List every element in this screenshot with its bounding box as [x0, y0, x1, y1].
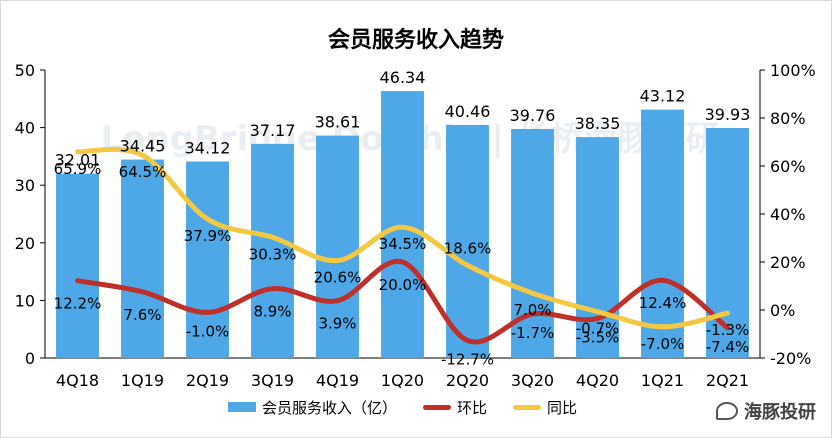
- mom-value-label: 7.6%: [123, 306, 161, 324]
- bar-value-label: 32.01: [55, 151, 101, 170]
- mom-value-label: 12.2%: [54, 295, 102, 313]
- bar-value-label: 39.93: [705, 105, 751, 124]
- bar: [121, 159, 164, 358]
- x-tick-label: 2Q20: [446, 371, 489, 390]
- yoy-line: [75, 146, 730, 330]
- bar-value-label: 46.34: [380, 68, 426, 87]
- yoy-value-label: -0.7%: [576, 320, 620, 338]
- y-tick-label-right: 80%: [770, 109, 806, 128]
- yoy-value-label: -1.3%: [706, 321, 750, 339]
- legend-swatch-mom: [423, 404, 452, 410]
- yoy-value-label: 7.0%: [513, 301, 551, 319]
- dolphin-logo-icon: [716, 402, 738, 420]
- legend-item-mom: 环比: [423, 397, 487, 418]
- mom-value-label: 3.9%: [318, 315, 356, 333]
- brand-badge: 海豚投研: [716, 398, 816, 424]
- yoy-value-label: 20.6%: [314, 269, 362, 287]
- x-tick-label: 1Q20: [381, 371, 424, 390]
- y-tick-label-left: 0: [25, 349, 35, 368]
- legend-item-revenue: 会员服务收入（亿）: [228, 397, 397, 418]
- bar: [706, 128, 749, 358]
- yoy-value-label: 18.6%: [444, 239, 492, 257]
- x-tick-label: 1Q21: [641, 371, 684, 390]
- legend-swatch-yoy: [513, 404, 542, 410]
- chart-title: 会员服务收入趋势: [327, 28, 504, 53]
- bar-value-label: 40.46: [445, 102, 491, 121]
- yoy-value-label: 65.9%: [54, 160, 102, 178]
- bar-value-label: 37.17: [250, 121, 296, 140]
- mom-value-label: -1.7%: [511, 324, 555, 342]
- bar-value-label: 38.61: [315, 113, 361, 132]
- bar: [641, 109, 684, 358]
- y-tick-label-left: 30: [15, 176, 35, 195]
- x-tick-label: 3Q20: [511, 371, 554, 390]
- legend-label-mom: 环比: [457, 398, 488, 417]
- x-tick-label: 1Q19: [121, 371, 164, 390]
- x-tick-label: 2Q19: [186, 371, 229, 390]
- bar-value-label: 34.12: [185, 138, 231, 157]
- yoy-value-label: -7.0%: [641, 335, 685, 353]
- x-tick-label: 4Q20: [576, 371, 619, 390]
- data-labels: 32.01 34.45 34.12 37.17 38.61 46.34 40.46 39.76…: [54, 68, 751, 368]
- bar: [381, 91, 424, 358]
- mom-value-label: -7.4%: [706, 338, 750, 356]
- bar: [56, 173, 99, 358]
- legend-label-revenue: 会员服务收入（亿）: [262, 398, 398, 417]
- y-tick-label-right: 0%: [770, 301, 795, 320]
- bar-value-label: 34.45: [120, 137, 166, 156]
- bar-value-label: 43.12: [640, 87, 686, 106]
- x-tick-label: 4Q18: [56, 371, 99, 390]
- mom-value-label: 8.9%: [253, 303, 291, 321]
- y-tick-label-left: 10: [15, 291, 35, 310]
- y-tick-label-right: 60%: [770, 157, 806, 176]
- axes: 0 10 20 30 40 50 -20% 0% 20% 40% 60% 80% 100% 4Q18 1Q1…: [15, 61, 816, 390]
- yoy-value-label: 30.3%: [249, 245, 297, 263]
- legend-swatch-bar: [228, 402, 256, 412]
- x-tick-label: 2Q21: [706, 371, 749, 390]
- bars: [56, 91, 749, 358]
- y-tick-label-right: -20%: [770, 349, 811, 368]
- mom-value-label: -3.5%: [576, 328, 620, 346]
- bar: [251, 143, 294, 358]
- bar-value-label: 38.35: [575, 114, 621, 133]
- mom-value-label: -12.7%: [441, 350, 494, 368]
- yoy-value-label: 34.5%: [379, 235, 427, 253]
- y-tick-label-left: 50: [15, 61, 35, 80]
- x-tick-label: 4Q19: [316, 371, 359, 390]
- y-tick-label-right: 20%: [770, 253, 806, 272]
- mom-line: [75, 258, 730, 345]
- bar: [316, 135, 359, 358]
- x-tick-label: 3Q19: [251, 371, 294, 390]
- legend-label-yoy: 同比: [547, 398, 578, 417]
- yoy-value-label: 37.9%: [184, 227, 232, 245]
- mom-value-label: -1.0%: [186, 322, 230, 340]
- bar: [186, 161, 229, 358]
- y-tick-label-right: 40%: [770, 205, 806, 224]
- legend-item-yoy: 同比: [513, 397, 577, 418]
- brand-badge-text: 海豚投研: [744, 402, 816, 423]
- y-tick-label-right: 100%: [770, 61, 816, 80]
- y-tick-label-left: 20: [15, 234, 35, 253]
- mom-value-label: 12.4%: [639, 294, 687, 312]
- legend: 会员服务收入（亿） 环比 同比: [228, 396, 603, 418]
- y-tick-label-left: 40: [15, 119, 35, 138]
- bar: [446, 124, 489, 358]
- yoy-value-label: 64.5%: [119, 163, 167, 181]
- bar-value-label: 39.76: [510, 106, 556, 125]
- mom-value-label: 20.0%: [379, 276, 427, 294]
- lines: [75, 146, 730, 345]
